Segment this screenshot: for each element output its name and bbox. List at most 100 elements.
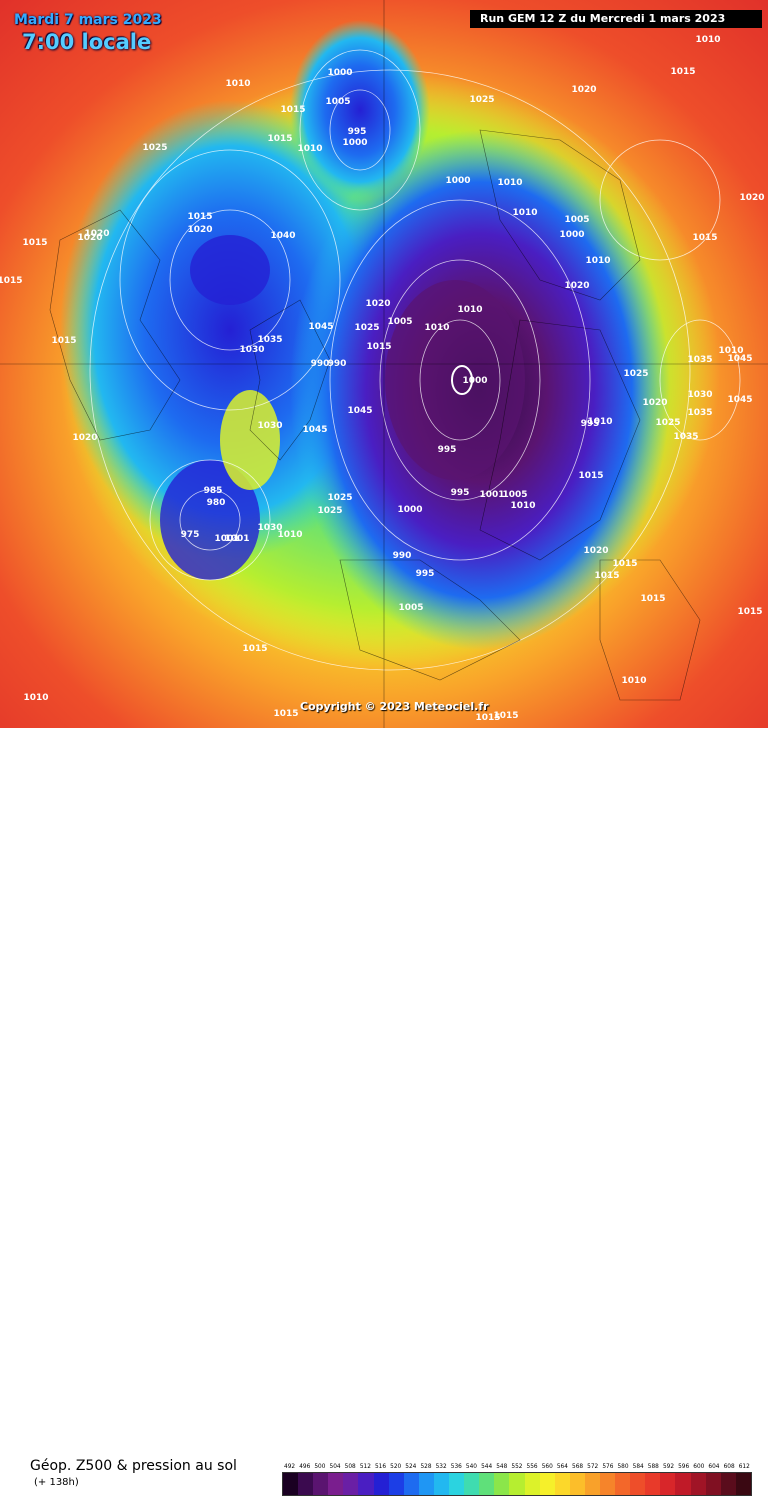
pressure-label: 1020 <box>571 85 596 95</box>
scale-label: 512 <box>359 1464 371 1470</box>
pressure-label: 1010 <box>497 178 522 188</box>
pressure-label: 1005 <box>325 97 350 107</box>
pressure-label: 1030 <box>239 345 264 355</box>
pressure-label: 1015 <box>242 644 267 654</box>
scale-label: 516 <box>374 1464 387 1470</box>
pressure-label: 1010 <box>510 501 535 511</box>
scale-label: 568 <box>572 1464 584 1470</box>
pressure-label: 1000 <box>559 230 584 240</box>
scale-label: 588 <box>647 1464 659 1470</box>
pressure-label: 1015 <box>493 711 518 721</box>
scale-label: 532 <box>435 1464 447 1470</box>
scale-swatch <box>524 1473 540 1495</box>
scale-label: 524 <box>405 1464 417 1470</box>
pressure-label: 1025 <box>317 506 342 516</box>
pressure-label: 1015 <box>267 134 292 144</box>
pressure-label: 1000 <box>342 138 367 148</box>
pressure-label: 1015 <box>0 276 23 286</box>
pressure-label: 1010 <box>297 144 322 154</box>
pressure-label: 1005 <box>502 490 527 500</box>
scale-swatch <box>403 1473 419 1495</box>
scale-swatch <box>675 1473 691 1495</box>
pressure-label: 1010 <box>23 693 48 703</box>
pressure-label: 1020 <box>583 546 608 556</box>
pressure-label: 1025 <box>327 493 352 503</box>
pressure-label: 1040 <box>270 231 295 241</box>
pressure-label: 1045 <box>302 425 327 435</box>
color-scale-bar <box>282 1472 752 1496</box>
pressure-label: 1001 <box>214 534 239 544</box>
pressure-label: 1010 <box>457 305 482 315</box>
pressure-label: 1030 <box>257 421 282 431</box>
scale-swatch <box>418 1473 434 1495</box>
pressure-label: 1020 <box>84 229 109 239</box>
scale-swatch <box>328 1473 344 1495</box>
scale-label: 576 <box>602 1464 614 1470</box>
forecast-date: Mardi 7 mars 2023 <box>14 12 162 28</box>
pressure-label: 1015 <box>640 594 665 604</box>
scale-label: 556 <box>526 1464 538 1470</box>
pressure-label: 1005 <box>398 603 423 613</box>
scale-swatch <box>539 1473 555 1495</box>
weather-map: 1010 1015 1025 1000 1005 995 1000 1010 1015 1025 1… <box>0 0 768 728</box>
scale-swatch <box>373 1473 389 1495</box>
pressure-label: 990 <box>393 551 412 561</box>
scale-label: 596 <box>678 1464 690 1470</box>
scale-label: 548 <box>496 1464 508 1470</box>
pressure-label: 1015 <box>475 713 500 723</box>
pressure-label: 985 <box>204 486 223 496</box>
model-run-label: Run GEM 12 Z du Mercredi 1 mars 2023 <box>470 10 762 28</box>
pressure-label: 1025 <box>469 95 494 105</box>
pressure-label: 1005 <box>387 317 412 327</box>
pressure-label: 1020 <box>739 193 764 203</box>
pressure-label: 990 <box>328 359 347 369</box>
scale-swatch <box>645 1473 661 1495</box>
scale-label: 564 <box>556 1464 568 1470</box>
scale-label: 492 <box>284 1464 296 1470</box>
pressure-label: 1025 <box>354 323 379 333</box>
scale-swatch <box>433 1473 450 1495</box>
scale-label: 504 <box>329 1464 341 1470</box>
pressure-label: 1000 <box>445 176 470 186</box>
pressure-label: 1015 <box>612 559 637 569</box>
scale-label: 540 <box>465 1464 477 1470</box>
pressure-label: 1000 <box>462 376 487 386</box>
scale-swatch <box>630 1473 646 1495</box>
scale-label: 584 <box>632 1464 644 1470</box>
pressure-label: 1035 <box>673 432 698 442</box>
scale-swatch <box>615 1473 631 1495</box>
scale-swatch <box>464 1473 480 1495</box>
scale-label: 536 <box>450 1464 462 1470</box>
pressure-label: 975 <box>181 530 200 540</box>
pressure-label: 995 <box>348 127 367 137</box>
pressure-label: 1015 <box>280 105 305 115</box>
scale-swatch <box>313 1473 329 1495</box>
pressure-label: 1015 <box>22 238 47 248</box>
scale-label: 560 <box>541 1464 553 1470</box>
scale-swatch <box>599 1473 616 1495</box>
scale-label: 552 <box>511 1464 523 1470</box>
copyright-notice: Copyright © 2023 Meteociel.fr <box>300 700 489 713</box>
pressure-label: 980 <box>207 498 226 508</box>
pressure-label: 1005 <box>564 215 589 225</box>
scale-swatch <box>735 1473 751 1495</box>
scale-label: 604 <box>708 1464 720 1470</box>
scale-swatch <box>449 1473 465 1495</box>
pressure-label: 1015 <box>594 571 619 581</box>
pressure-label: 1000 <box>397 505 422 515</box>
scale-label: 528 <box>420 1464 432 1470</box>
pressure-label: 1025 <box>623 369 648 379</box>
pressure-label: 1035 <box>687 408 712 418</box>
pressure-label: 1010 <box>277 530 302 540</box>
scale-label: 572 <box>587 1464 599 1470</box>
scale-swatch <box>358 1473 374 1495</box>
pressure-label: 1015 <box>670 67 695 77</box>
pressure-label: 995 <box>438 445 457 455</box>
color-scale-labels: 492 496 500 504 508 512 516 520 524 528 532 536 540 5… <box>282 1463 752 1472</box>
pressure-label: 1010 <box>512 208 537 218</box>
pressure-label: 1020 <box>642 398 667 408</box>
legend-bar: Géop. Z500 & pression au sol (+ 138h) 49… <box>0 728 768 1496</box>
pressure-label: 1020 <box>564 281 589 291</box>
pressure-label: 1015 <box>692 233 717 243</box>
scale-label: 592 <box>662 1464 675 1470</box>
